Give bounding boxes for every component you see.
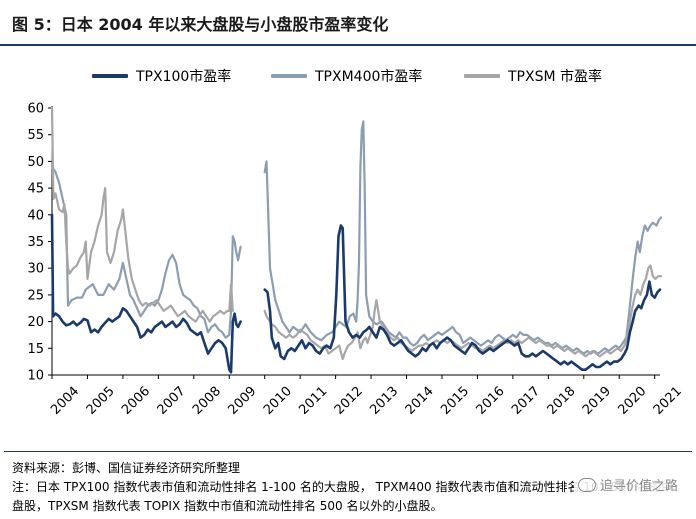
tpx100-line-segment-1 (50, 213, 242, 374)
tpxm400-line-segment-1 (50, 165, 242, 339)
x-tick-label: 2011 (296, 384, 330, 415)
x-tick-label: 2018 (545, 384, 579, 415)
legend-label-tpxsm: TPXSM 市盈率 (508, 69, 603, 85)
watermark-text: 追寻价值之路 (599, 479, 678, 494)
watermark: 追寻价值之路 (573, 474, 682, 495)
x-tick-label: 2014 (403, 384, 437, 415)
legend-swatch-tpxm400 (271, 74, 307, 78)
chart-legend: TPX100市盈率 TPXM400市盈率 TPXSM 市盈率 (0, 66, 696, 88)
wechat-icon (577, 477, 596, 492)
tpxsm-line-segment-1 (50, 106, 234, 323)
x-tick-label: 2008 (190, 384, 224, 415)
footer-divider (4, 451, 692, 452)
y-tick-label: 15 (27, 342, 44, 357)
tpx100-line-segment-2 (263, 224, 662, 371)
x-tick-label: 2006 (119, 384, 153, 415)
x-tick-label: 2012 (332, 384, 366, 415)
x-tick-label: 2021 (651, 384, 685, 415)
y-tick-label: 60 (27, 102, 44, 117)
y-tick-label: 40 (27, 208, 44, 223)
x-tick-label: 2009 (225, 384, 259, 415)
y-tick-label: 50 (27, 155, 44, 170)
y-tick-label: 10 (27, 369, 44, 384)
x-tick-label: 2015 (438, 384, 472, 415)
legend-swatch-tpxsm (464, 74, 500, 78)
legend-item-tpx100: TPX100市盈率 (92, 66, 231, 86)
y-tick-label: 45 (27, 182, 44, 197)
title-bar: 图 5：日本 2004 年以来大盘股与小盘股市盈率变化 (0, 0, 696, 46)
y-tick-label: 25 (27, 288, 44, 303)
legend-label-tpxm400: TPXM400市盈率 (315, 69, 423, 85)
x-tick-label: 2016 (474, 384, 508, 415)
y-tick-label: 55 (27, 128, 44, 143)
x-tick-label: 2004 (48, 384, 82, 415)
tpxm400-line-segment-2 (263, 120, 663, 355)
y-tick-label: 30 (27, 262, 44, 277)
y-tick-label: 35 (27, 235, 44, 250)
x-tick-label: 2019 (580, 384, 614, 415)
x-tick-label: 2007 (155, 384, 189, 415)
source-text: 资料来源：彭博、国信证券经济研究所整理 (12, 461, 241, 475)
note-text: 注：日本 TPX100 指数代表市值和流动性排名 1-100 名的大盘股， TP… (12, 480, 674, 513)
legend-label-tpx100: TPX100市盈率 (136, 69, 232, 85)
tpxsm-line-segment-2 (263, 264, 663, 361)
x-tick-label: 2020 (615, 384, 649, 415)
page-title: 图 5：日本 2004 年以来大盘股与小盘股市盈率变化 (12, 15, 389, 34)
legend-swatch-tpx100 (92, 74, 128, 78)
x-tick-label: 2013 (367, 384, 401, 415)
x-tick-label: 2005 (84, 384, 118, 415)
y-tick-label: 20 (27, 315, 44, 330)
legend-item-tpxm400: TPXM400市盈率 (271, 66, 422, 86)
x-tick-label: 2017 (509, 384, 543, 415)
legend-item-tpxsm: TPXSM 市盈率 (464, 66, 602, 86)
x-tick-label: 2010 (261, 384, 295, 415)
